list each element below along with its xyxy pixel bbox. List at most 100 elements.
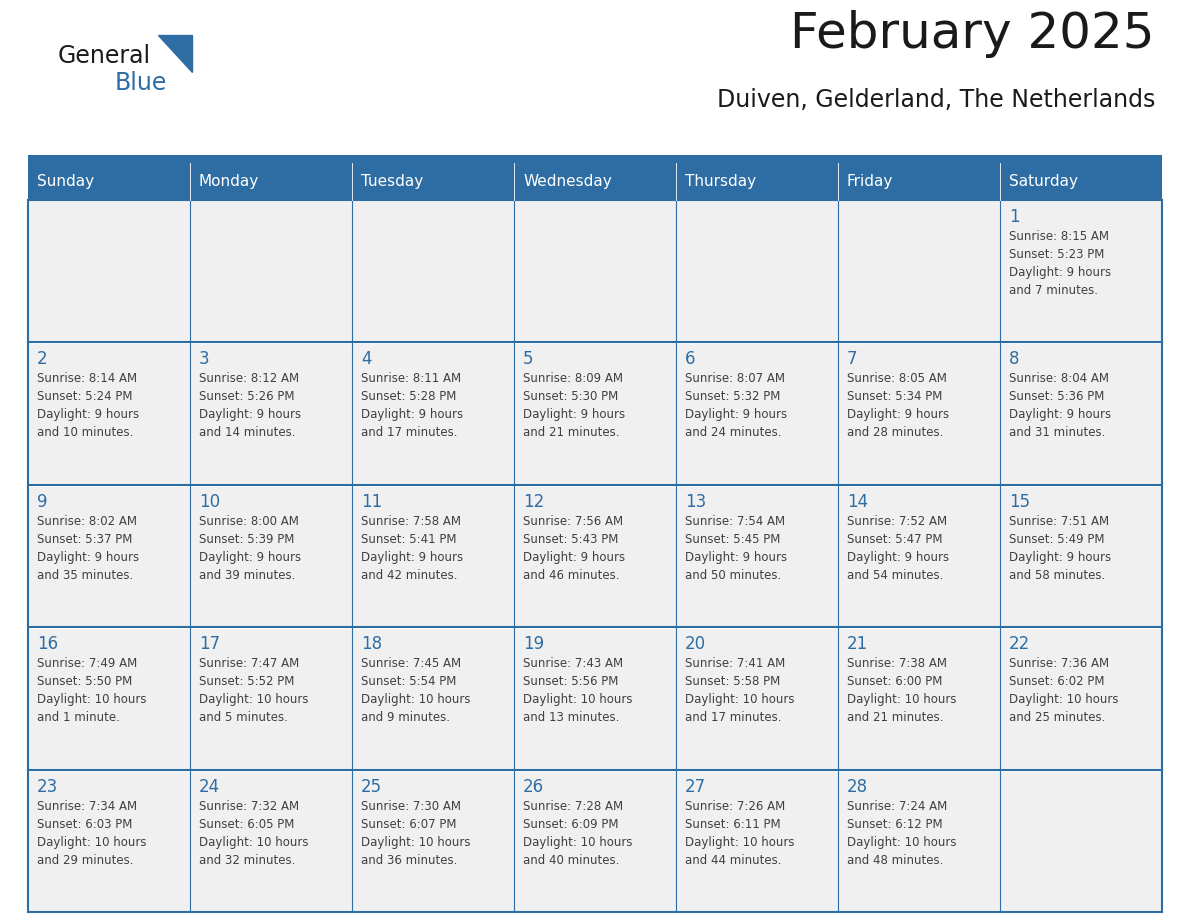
Text: Sunrise: 8:05 AM
Sunset: 5:34 PM
Daylight: 9 hours
and 28 minutes.: Sunrise: 8:05 AM Sunset: 5:34 PM Dayligh… xyxy=(847,373,949,440)
Bar xyxy=(514,627,676,769)
Text: 18: 18 xyxy=(361,635,383,654)
Text: Sunrise: 8:14 AM
Sunset: 5:24 PM
Daylight: 9 hours
and 10 minutes.: Sunrise: 8:14 AM Sunset: 5:24 PM Dayligh… xyxy=(37,373,139,440)
Text: 14: 14 xyxy=(847,493,868,510)
Text: Sunrise: 7:34 AM
Sunset: 6:03 PM
Daylight: 10 hours
and 29 minutes.: Sunrise: 7:34 AM Sunset: 6:03 PM Dayligh… xyxy=(37,800,146,867)
Bar xyxy=(676,485,838,627)
Text: 22: 22 xyxy=(1009,635,1030,654)
Text: Sunrise: 7:58 AM
Sunset: 5:41 PM
Daylight: 9 hours
and 42 minutes.: Sunrise: 7:58 AM Sunset: 5:41 PM Dayligh… xyxy=(361,515,463,582)
Bar xyxy=(352,163,514,200)
Bar xyxy=(514,769,676,912)
Text: 24: 24 xyxy=(200,778,220,796)
Text: Sunrise: 8:02 AM
Sunset: 5:37 PM
Daylight: 9 hours
and 35 minutes.: Sunrise: 8:02 AM Sunset: 5:37 PM Dayligh… xyxy=(37,515,139,582)
Text: Sunrise: 8:12 AM
Sunset: 5:26 PM
Daylight: 9 hours
and 14 minutes.: Sunrise: 8:12 AM Sunset: 5:26 PM Dayligh… xyxy=(200,373,301,440)
Bar xyxy=(838,485,1000,627)
Text: Friday: Friday xyxy=(847,174,893,189)
Text: Sunrise: 7:45 AM
Sunset: 5:54 PM
Daylight: 10 hours
and 9 minutes.: Sunrise: 7:45 AM Sunset: 5:54 PM Dayligh… xyxy=(361,657,470,724)
Text: Sunrise: 7:26 AM
Sunset: 6:11 PM
Daylight: 10 hours
and 44 minutes.: Sunrise: 7:26 AM Sunset: 6:11 PM Dayligh… xyxy=(685,800,795,867)
Text: Tuesday: Tuesday xyxy=(361,174,423,189)
Text: 7: 7 xyxy=(847,351,858,368)
Text: Sunrise: 7:51 AM
Sunset: 5:49 PM
Daylight: 9 hours
and 58 minutes.: Sunrise: 7:51 AM Sunset: 5:49 PM Dayligh… xyxy=(1009,515,1111,582)
Bar xyxy=(514,342,676,485)
Bar xyxy=(29,155,1162,163)
Bar xyxy=(190,485,352,627)
Text: 11: 11 xyxy=(361,493,383,510)
Text: Sunrise: 7:24 AM
Sunset: 6:12 PM
Daylight: 10 hours
and 48 minutes.: Sunrise: 7:24 AM Sunset: 6:12 PM Dayligh… xyxy=(847,800,956,867)
Bar xyxy=(352,485,514,627)
Text: 13: 13 xyxy=(685,493,706,510)
Bar xyxy=(514,163,676,200)
Text: 3: 3 xyxy=(200,351,209,368)
Text: 6: 6 xyxy=(685,351,695,368)
Text: Sunrise: 7:41 AM
Sunset: 5:58 PM
Daylight: 10 hours
and 17 minutes.: Sunrise: 7:41 AM Sunset: 5:58 PM Dayligh… xyxy=(685,657,795,724)
Bar xyxy=(1000,342,1162,485)
Text: Sunrise: 8:00 AM
Sunset: 5:39 PM
Daylight: 9 hours
and 39 minutes.: Sunrise: 8:00 AM Sunset: 5:39 PM Dayligh… xyxy=(200,515,301,582)
Bar xyxy=(1000,769,1162,912)
Bar xyxy=(29,485,190,627)
Bar xyxy=(29,342,190,485)
Text: Sunrise: 8:15 AM
Sunset: 5:23 PM
Daylight: 9 hours
and 7 minutes.: Sunrise: 8:15 AM Sunset: 5:23 PM Dayligh… xyxy=(1009,230,1111,297)
Text: Wednesday: Wednesday xyxy=(523,174,612,189)
Text: General: General xyxy=(58,44,151,68)
Text: 25: 25 xyxy=(361,778,383,796)
Bar xyxy=(1000,627,1162,769)
Bar xyxy=(190,163,352,200)
Text: 4: 4 xyxy=(361,351,372,368)
Bar xyxy=(676,163,838,200)
Bar xyxy=(1000,163,1162,200)
Text: 28: 28 xyxy=(847,778,868,796)
Text: Sunrise: 8:04 AM
Sunset: 5:36 PM
Daylight: 9 hours
and 31 minutes.: Sunrise: 8:04 AM Sunset: 5:36 PM Dayligh… xyxy=(1009,373,1111,440)
Text: Sunrise: 7:52 AM
Sunset: 5:47 PM
Daylight: 9 hours
and 54 minutes.: Sunrise: 7:52 AM Sunset: 5:47 PM Dayligh… xyxy=(847,515,949,582)
Text: Sunrise: 7:54 AM
Sunset: 5:45 PM
Daylight: 9 hours
and 50 minutes.: Sunrise: 7:54 AM Sunset: 5:45 PM Dayligh… xyxy=(685,515,788,582)
Text: Sunrise: 7:28 AM
Sunset: 6:09 PM
Daylight: 10 hours
and 40 minutes.: Sunrise: 7:28 AM Sunset: 6:09 PM Dayligh… xyxy=(523,800,632,867)
Text: Thursday: Thursday xyxy=(685,174,756,189)
Text: 10: 10 xyxy=(200,493,220,510)
Bar xyxy=(190,769,352,912)
Text: Sunrise: 8:11 AM
Sunset: 5:28 PM
Daylight: 9 hours
and 17 minutes.: Sunrise: 8:11 AM Sunset: 5:28 PM Dayligh… xyxy=(361,373,463,440)
Bar xyxy=(352,342,514,485)
Text: 12: 12 xyxy=(523,493,544,510)
Text: Sunrise: 7:49 AM
Sunset: 5:50 PM
Daylight: 10 hours
and 1 minute.: Sunrise: 7:49 AM Sunset: 5:50 PM Dayligh… xyxy=(37,657,146,724)
Text: 8: 8 xyxy=(1009,351,1019,368)
Text: 19: 19 xyxy=(523,635,544,654)
Text: 5: 5 xyxy=(523,351,533,368)
Bar xyxy=(190,342,352,485)
Text: Saturday: Saturday xyxy=(1009,174,1078,189)
Bar xyxy=(29,200,190,342)
Text: 26: 26 xyxy=(523,778,544,796)
Polygon shape xyxy=(158,35,192,72)
Text: 16: 16 xyxy=(37,635,58,654)
Bar xyxy=(29,163,190,200)
Text: 23: 23 xyxy=(37,778,58,796)
Bar xyxy=(838,163,1000,200)
Bar xyxy=(676,200,838,342)
Text: Sunrise: 7:56 AM
Sunset: 5:43 PM
Daylight: 9 hours
and 46 minutes.: Sunrise: 7:56 AM Sunset: 5:43 PM Dayligh… xyxy=(523,515,625,582)
Text: 21: 21 xyxy=(847,635,868,654)
Text: 17: 17 xyxy=(200,635,220,654)
Text: February 2025: February 2025 xyxy=(790,10,1155,58)
Bar xyxy=(838,342,1000,485)
Text: 15: 15 xyxy=(1009,493,1030,510)
Text: 9: 9 xyxy=(37,493,48,510)
Bar xyxy=(676,769,838,912)
Bar xyxy=(514,485,676,627)
Text: 1: 1 xyxy=(1009,208,1019,226)
Text: Sunrise: 8:09 AM
Sunset: 5:30 PM
Daylight: 9 hours
and 21 minutes.: Sunrise: 8:09 AM Sunset: 5:30 PM Dayligh… xyxy=(523,373,625,440)
Bar xyxy=(838,200,1000,342)
Text: Sunrise: 7:43 AM
Sunset: 5:56 PM
Daylight: 10 hours
and 13 minutes.: Sunrise: 7:43 AM Sunset: 5:56 PM Dayligh… xyxy=(523,657,632,724)
Text: Sunday: Sunday xyxy=(37,174,94,189)
Text: Sunrise: 7:36 AM
Sunset: 6:02 PM
Daylight: 10 hours
and 25 minutes.: Sunrise: 7:36 AM Sunset: 6:02 PM Dayligh… xyxy=(1009,657,1118,724)
Text: 2: 2 xyxy=(37,351,48,368)
Bar xyxy=(352,627,514,769)
Bar xyxy=(676,342,838,485)
Bar xyxy=(352,200,514,342)
Bar xyxy=(1000,485,1162,627)
Bar xyxy=(514,200,676,342)
Bar xyxy=(190,200,352,342)
Text: 27: 27 xyxy=(685,778,706,796)
Bar xyxy=(29,627,190,769)
Bar xyxy=(352,769,514,912)
Text: 20: 20 xyxy=(685,635,706,654)
Text: Duiven, Gelderland, The Netherlands: Duiven, Gelderland, The Netherlands xyxy=(716,88,1155,112)
Bar xyxy=(676,627,838,769)
Bar xyxy=(1000,200,1162,342)
